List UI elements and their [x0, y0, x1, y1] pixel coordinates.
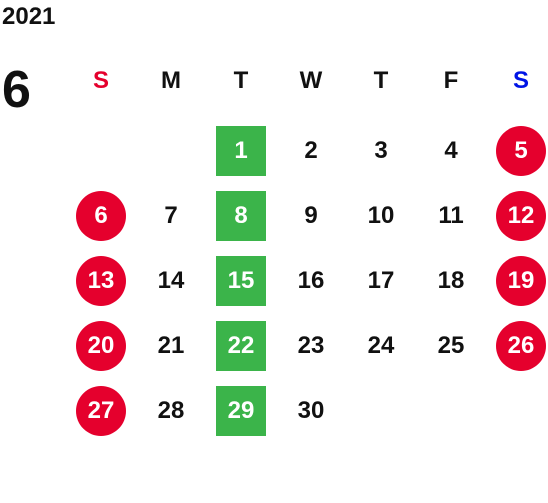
- calendar-day-tuesday-highlight: 15: [216, 255, 266, 306]
- calendar-day-cell[interactable]: 9: [276, 183, 346, 248]
- calendar-day-cell[interactable]: 6: [66, 183, 136, 248]
- calendar-day-cell[interactable]: 24: [346, 313, 416, 378]
- calendar-day-weekend: 26: [496, 320, 546, 371]
- calendar-day-cell[interactable]: 27: [66, 378, 136, 443]
- calendar-day-cell[interactable]: 21: [136, 313, 206, 378]
- weekday-label-sat: S: [512, 67, 529, 94]
- calendar-day-cell[interactable]: 11: [416, 183, 486, 248]
- calendar-day-number: 23: [297, 331, 325, 359]
- calendar-day-number: 2: [304, 136, 318, 164]
- calendar-day-cell[interactable]: 3: [346, 118, 416, 183]
- calendar-day-cell[interactable]: 1: [206, 118, 276, 183]
- calendar-day-weekend: 19: [496, 255, 546, 306]
- weekday-label-wed: W: [299, 67, 323, 94]
- calendar-day-number: 16: [297, 266, 325, 294]
- calendar-day-tuesday-highlight: 29: [216, 385, 266, 436]
- calendar-day-cell[interactable]: 19: [486, 248, 548, 313]
- weekday-label-tue: T: [233, 67, 249, 94]
- calendar-day-cell[interactable]: 4: [416, 118, 486, 183]
- calendar-day-cell[interactable]: 10: [346, 183, 416, 248]
- calendar-day-cell[interactable]: 23: [276, 313, 346, 378]
- calendar-day-number: 10: [367, 201, 395, 229]
- calendar-day-cell[interactable]: 14: [136, 248, 206, 313]
- weekday-label-fri: F: [443, 67, 459, 94]
- calendar-day-cell[interactable]: 22: [206, 313, 276, 378]
- calendar-day-number: 24: [367, 331, 395, 359]
- calendar-day-cell[interactable]: 28: [136, 378, 206, 443]
- calendar-day-tuesday-highlight: 22: [216, 320, 266, 371]
- calendar-day-number: 30: [297, 396, 325, 424]
- calendar-month: 6: [2, 61, 31, 119]
- calendar-day-number: 3: [374, 136, 388, 164]
- calendar-day-cell[interactable]: 26: [486, 313, 548, 378]
- calendar-day-cell[interactable]: 29: [206, 378, 276, 443]
- calendar-day-cell[interactable]: 18: [416, 248, 486, 313]
- calendar-day-weekend: 27: [76, 385, 126, 436]
- calendar-day-cell[interactable]: 7: [136, 183, 206, 248]
- calendar-day-number: 25: [437, 331, 465, 359]
- calendar-day-number: 14: [157, 266, 185, 294]
- calendar-day-cell[interactable]: 25: [416, 313, 486, 378]
- calendar-day-weekend: 12: [496, 190, 546, 241]
- calendar-day-number: 4: [444, 136, 458, 164]
- calendar-day-number: 7: [164, 201, 178, 229]
- calendar-day-cell[interactable]: 2: [276, 118, 346, 183]
- calendar-day-cell[interactable]: 16: [276, 248, 346, 313]
- calendar-day-cell[interactable]: 13: [66, 248, 136, 313]
- calendar-day-weekend: 20: [76, 320, 126, 371]
- calendar-day-cell[interactable]: 15: [206, 248, 276, 313]
- calendar-day-number: 21: [157, 331, 185, 359]
- calendar-day-tuesday-highlight: 1: [216, 125, 266, 176]
- weekday-label-mon: M: [161, 67, 181, 94]
- calendar-day-number: 17: [367, 266, 395, 294]
- calendar-day-number: 18: [437, 266, 465, 294]
- calendar-day-number: 11: [438, 201, 464, 229]
- calendar-day-cell[interactable]: 20: [66, 313, 136, 378]
- day-grid: 1 2 3 4 5 6 7 8 9 10 11 12 13 14 15 16 17 18 19 20 21 22 23 24 2…: [66, 118, 548, 448]
- weekday-label-thu: T: [373, 67, 389, 94]
- calendar-day-tuesday-highlight: 8: [216, 190, 266, 241]
- calendar-year: 2021: [2, 3, 56, 30]
- weekday-label-sun: S: [92, 67, 109, 94]
- calendar-day-number: 9: [304, 201, 318, 229]
- calendar-day-cell[interactable]: 17: [346, 248, 416, 313]
- calendar-day-number: 28: [157, 396, 185, 424]
- calendar-day-weekend: 5: [496, 125, 546, 176]
- calendar-day-weekend: 13: [76, 255, 126, 306]
- calendar-day-cell[interactable]: 30: [276, 378, 346, 443]
- calendar-day-cell[interactable]: 12: [486, 183, 548, 248]
- calendar-day-cell[interactable]: 8: [206, 183, 276, 248]
- calendar-day-cell[interactable]: 5: [486, 118, 548, 183]
- calendar-day-weekend: 6: [76, 190, 126, 241]
